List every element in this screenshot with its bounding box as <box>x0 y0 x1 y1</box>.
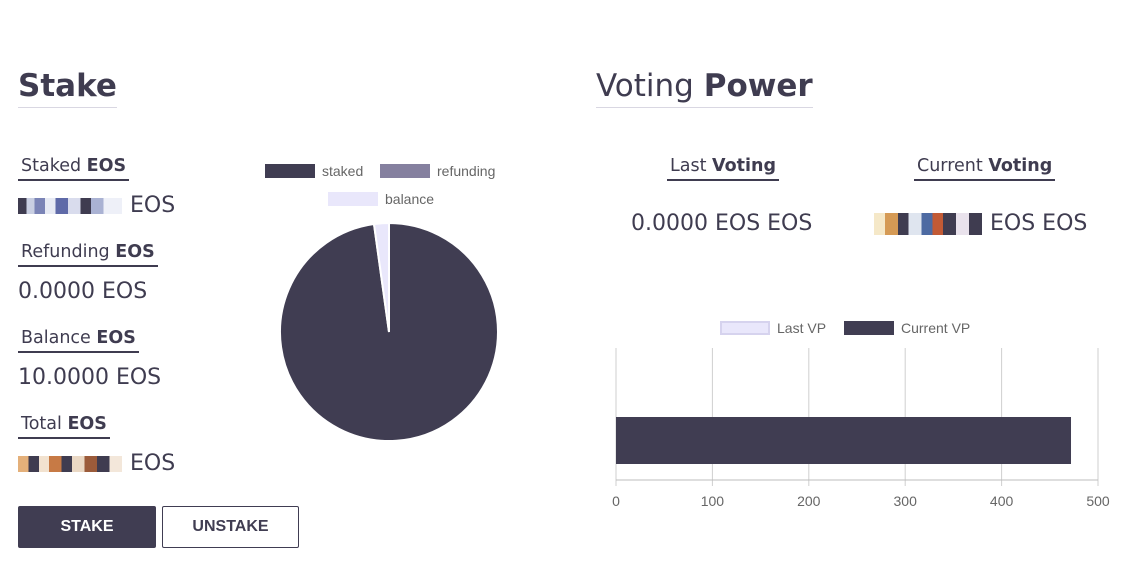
pie-legend-item[interactable]: staked <box>265 163 363 179</box>
redacted-amount <box>874 213 982 235</box>
x-tick-label: 500 <box>1086 493 1110 509</box>
x-tick-label: 200 <box>797 493 821 509</box>
stake-title: Stake <box>18 66 117 108</box>
last-voting-label: Last Voting <box>667 154 779 181</box>
x-tick-label: 400 <box>990 493 1014 509</box>
legend-label: refunding <box>437 163 496 179</box>
current-voting-label: Current Voting <box>914 154 1056 181</box>
legend-label: Last VP <box>777 320 827 336</box>
last-voting-value: 0.0000 EOS EOS <box>631 211 813 236</box>
total-label: Total EOS <box>18 412 110 439</box>
refunding-value: 0.0000 EOS <box>18 279 148 304</box>
legend-label: balance <box>385 191 435 207</box>
bar-legend-item[interactable]: Last VP <box>720 320 826 336</box>
stake-button[interactable]: STAKE <box>18 506 156 548</box>
unstake-button[interactable]: UNSTAKE <box>162 506 299 548</box>
current-voting-value: EOS EOS <box>874 209 1087 239</box>
legend-label: Current VP <box>901 320 971 336</box>
bar-current-vp[interactable] <box>616 417 1072 464</box>
pie-legend-item[interactable]: refunding <box>380 163 495 179</box>
voting-power-title: Voting Power <box>596 66 813 108</box>
x-tick-label: 100 <box>701 493 725 509</box>
legend-swatch <box>720 321 770 335</box>
redacted-amount <box>18 198 122 214</box>
legend-swatch <box>844 321 894 335</box>
x-tick-label: 0 <box>612 493 620 509</box>
balance-value: 10.0000 EOS <box>18 365 162 390</box>
legend-label: staked <box>322 163 364 179</box>
redacted-amount <box>18 456 122 472</box>
staked-label: Staked EOS <box>18 154 130 181</box>
refunding-label: Refunding EOS <box>18 240 158 267</box>
stake-pie-chart <box>279 221 499 442</box>
balance-label: Balance EOS <box>18 326 139 353</box>
pie-slice-balance[interactable] <box>372 221 390 333</box>
legend-swatch <box>265 164 315 178</box>
staked-value: EOS <box>18 191 175 221</box>
x-tick-label: 300 <box>894 493 918 509</box>
total-value: EOS <box>18 449 175 479</box>
voting-power-bar-chart: 0 100 200 300 400 500 <box>612 348 1110 509</box>
legend-swatch <box>380 164 430 178</box>
legend-swatch <box>328 192 378 206</box>
bar-legend-item[interactable]: Current VP <box>844 320 970 336</box>
pie-legend-item[interactable]: balance <box>328 191 434 207</box>
